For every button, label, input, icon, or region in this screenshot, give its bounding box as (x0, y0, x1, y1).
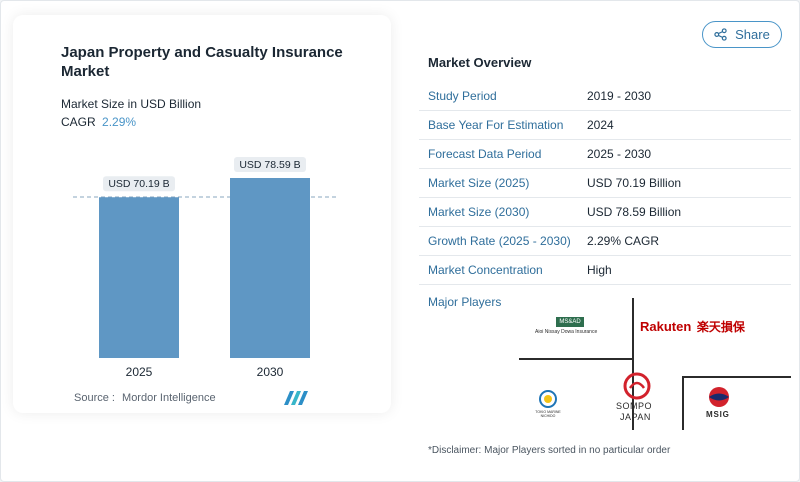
overview-row-study-period: Study Period 2019 - 2030 (419, 82, 791, 111)
overview-key: Market Size (2030) (428, 205, 530, 219)
tokio-marine-name: TOKIO MARINE NICHIDO (535, 410, 561, 418)
source-value: Mordor Intelligence (122, 392, 216, 404)
data-label: USD 70.19 B (108, 178, 169, 190)
ms-ad-mark: MS&AD (559, 319, 581, 325)
chart-card (13, 15, 391, 413)
chart-subtitle: Market Size in USD Billion (61, 97, 202, 111)
source-label: Source : (74, 392, 115, 404)
bar-2030 (230, 178, 310, 358)
overview-key: Growth Rate (2025 - 2030) (428, 234, 571, 248)
ms-ad-logo: MS&AD (556, 317, 584, 327)
grid-divider (632, 358, 634, 430)
overview-value: 2024 (587, 118, 614, 132)
overview-value: 2025 - 2030 (587, 147, 652, 161)
overview-key: Market Size (2025) (428, 176, 530, 190)
grid-divider (632, 298, 634, 358)
overview-value: High (587, 263, 612, 277)
rakuten-wordmark: Rakuten (640, 319, 692, 334)
japan-name: JAPAN (620, 412, 651, 422)
overview-key: Base Year For Estimation (428, 118, 564, 132)
major-players-grid: MS&AD Aioi Nissay Dowa Insurance Rakuten… (519, 298, 791, 430)
overview-table: Study Period 2019 - 2030 Base Year For E… (419, 82, 791, 285)
share-icon (714, 28, 727, 41)
cagr-value: 2.29% (102, 115, 137, 129)
x-tick-label: 2025 (126, 365, 153, 379)
x-tick-label: 2030 (257, 365, 284, 379)
cagr-line: CAGR 2.29% (61, 115, 136, 129)
overview-key: Market Concentration (428, 263, 543, 277)
chart-title: Japan Property and Casualty Insurance Ma… (61, 44, 343, 80)
overview-row-market-size-2030: Market Size (2030) USD 78.59 Billion (419, 198, 791, 227)
overview-value: USD 70.19 Billion (587, 176, 682, 190)
data-label-bg (103, 176, 175, 192)
source-line: Source : Mordor Intelligence (74, 392, 216, 404)
data-label: USD 78.59 B (239, 159, 300, 171)
sompo-japan-logo (623, 372, 651, 400)
data-label-bg (234, 157, 306, 172)
grid-divider (682, 376, 791, 378)
share-button[interactable]: Share (702, 21, 782, 48)
aioi-nissay-dowa-name: Aioi Nissay Dowa Insurance (535, 329, 598, 335)
overview-row-base-year: Base Year For Estimation 2024 (419, 111, 791, 140)
grid-divider (519, 358, 632, 360)
overview-row-market-size-2025: Market Size (2025) USD 70.19 Billion (419, 169, 791, 198)
mordor-intelligence-logo (284, 391, 308, 405)
overview-value: USD 78.59 Billion (587, 205, 682, 219)
overview-row-forecast-period: Forecast Data Period 2025 - 2030 (419, 140, 791, 169)
overview-row-concentration: Market Concentration High (419, 256, 791, 285)
cagr-label: CAGR (61, 115, 96, 129)
overview-value: 2.29% CAGR (587, 234, 660, 248)
grid-divider (682, 376, 684, 430)
overview-value: 2019 - 2030 (587, 89, 652, 103)
sompo-name: SOMPO (616, 401, 653, 411)
bar-chart: USD 70.19 B 2025 USD 78.59 B 2030 (73, 157, 339, 379)
overview-key: Study Period (428, 89, 497, 103)
disclaimer: *Disclaimer: Major Players sorted in no … (428, 445, 671, 456)
msig-name: MSIG (706, 410, 730, 419)
msig-logo (709, 387, 729, 407)
tokio-marine-logo (539, 390, 557, 408)
overview-row-growth-rate: Growth Rate (2025 - 2030) 2.29% CAGR (419, 227, 791, 256)
rakuten-jp-wordmark: 楽天損保 (696, 320, 745, 334)
share-label: Share (735, 27, 770, 42)
overview-title: Market Overview (428, 55, 532, 70)
bar-2025 (99, 197, 179, 358)
major-players-label: Major Players (428, 295, 502, 309)
bars-group: USD 70.19 B 2025 USD 78.59 B 2030 (99, 157, 310, 379)
rakuten-logo: Rakuten 楽天損保 (640, 318, 745, 335)
overview-key: Forecast Data Period (428, 147, 542, 161)
